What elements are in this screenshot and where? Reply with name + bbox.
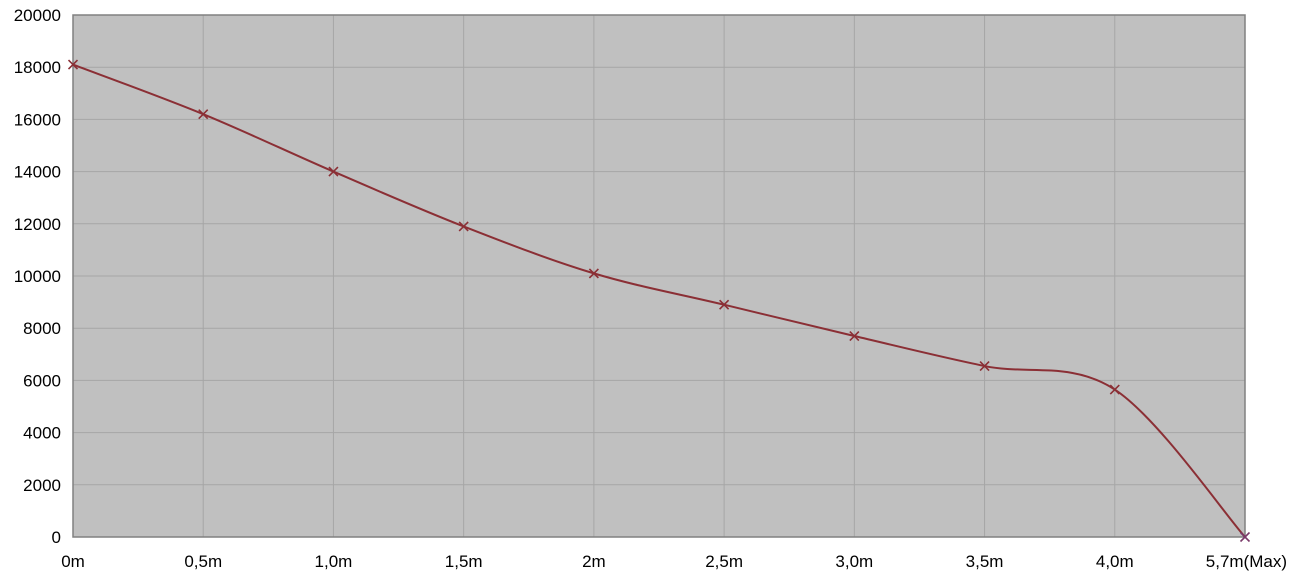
x-tick-label: 0,5m xyxy=(184,552,222,571)
x-axis-tick-labels: 0m 0,5m 1,0m 1,5m 2m 2,5m 3,0m 3,5m 4,0m 5,7m(Max… xyxy=(61,552,1287,571)
x-tick-label: 1,5m xyxy=(445,552,483,571)
y-tick-label: 2000 xyxy=(23,476,61,495)
marker-layer xyxy=(67,59,1251,543)
data-point-marker xyxy=(849,330,860,342)
y-axis-tick-labels: 0 2000 4000 6000 8000 10000 12000 14000 16000 180… xyxy=(14,6,61,547)
x-tick-label: 2,5m xyxy=(705,552,743,571)
y-tick-label: 4000 xyxy=(23,424,61,443)
data-point-marker xyxy=(588,268,599,279)
x-tick-label: 1,0m xyxy=(315,552,353,571)
data-point-marker xyxy=(1109,384,1120,395)
series-layer xyxy=(72,63,1246,538)
y-tick-label: 18000 xyxy=(14,58,61,77)
data-point-marker xyxy=(328,166,339,177)
y-tick-label: 14000 xyxy=(14,163,61,182)
y-tick-label: 12000 xyxy=(14,215,61,234)
y-tick-label: 8000 xyxy=(23,319,61,338)
x-tick-label: 3,0m xyxy=(835,552,873,571)
data-point-marker xyxy=(458,221,469,232)
series-line xyxy=(72,63,1246,538)
plot-frame xyxy=(72,14,1246,538)
data-point-marker xyxy=(198,109,209,120)
x-tick-label: 5,7m(Max) xyxy=(1206,552,1287,571)
x-tick-label: 4,0m xyxy=(1096,552,1134,571)
data-point-marker xyxy=(67,59,79,70)
y-tick-label: 0 xyxy=(52,528,61,547)
data-point-marker xyxy=(1239,531,1251,543)
x-tick-label: 0m xyxy=(61,552,85,571)
y-tick-label: 20000 xyxy=(14,6,61,25)
data-point-marker xyxy=(719,299,730,310)
x-tick-label: 3,5m xyxy=(966,552,1004,571)
data-point-marker xyxy=(979,360,990,372)
y-tick-label: 10000 xyxy=(14,267,61,286)
y-tick-label: 6000 xyxy=(23,371,61,390)
y-tick-label: 16000 xyxy=(14,110,61,129)
x-tick-label: 2m xyxy=(582,552,606,571)
